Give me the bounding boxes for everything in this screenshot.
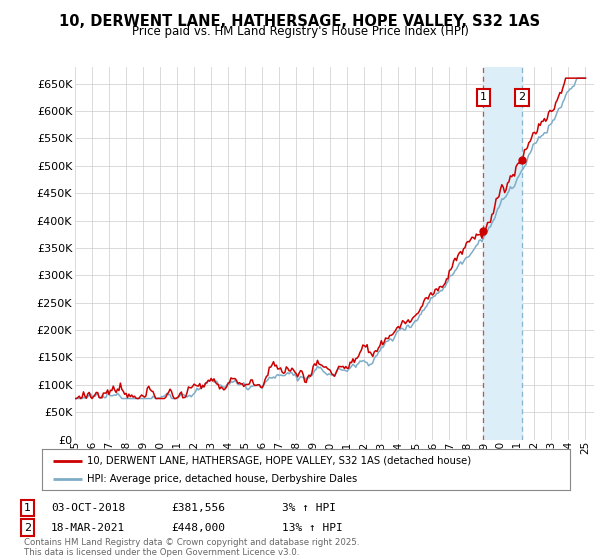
Text: £448,000: £448,000 <box>171 522 225 533</box>
Bar <box>484 67 521 440</box>
Text: 2: 2 <box>24 522 31 533</box>
Text: 2: 2 <box>518 92 525 102</box>
Text: 10, DERWENT LANE, HATHERSAGE, HOPE VALLEY, S32 1AS: 10, DERWENT LANE, HATHERSAGE, HOPE VALLE… <box>59 14 541 29</box>
Text: Contains HM Land Registry data © Crown copyright and database right 2025.
This d: Contains HM Land Registry data © Crown c… <box>24 538 359 557</box>
Text: 1: 1 <box>24 503 31 513</box>
Text: 10, DERWENT LANE, HATHERSAGE, HOPE VALLEY, S32 1AS (detached house): 10, DERWENT LANE, HATHERSAGE, HOPE VALLE… <box>87 456 471 465</box>
Text: £381,556: £381,556 <box>171 503 225 513</box>
Text: HPI: Average price, detached house, Derbyshire Dales: HPI: Average price, detached house, Derb… <box>87 474 357 483</box>
Text: Price paid vs. HM Land Registry's House Price Index (HPI): Price paid vs. HM Land Registry's House … <box>131 25 469 38</box>
Text: 18-MAR-2021: 18-MAR-2021 <box>51 522 125 533</box>
Text: 1: 1 <box>480 92 487 102</box>
Text: 13% ↑ HPI: 13% ↑ HPI <box>282 522 343 533</box>
Text: 3% ↑ HPI: 3% ↑ HPI <box>282 503 336 513</box>
Text: 03-OCT-2018: 03-OCT-2018 <box>51 503 125 513</box>
